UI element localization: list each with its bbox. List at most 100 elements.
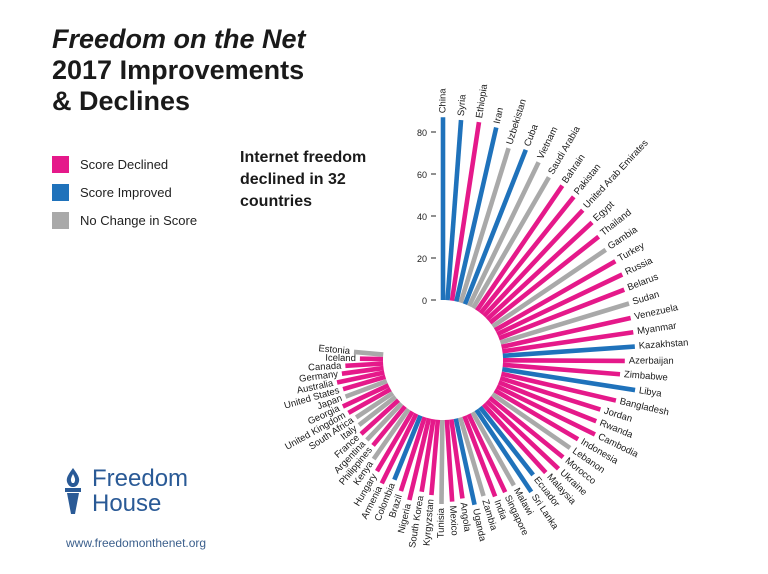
legend-swatch-improved: [52, 183, 69, 201]
bar-south-africa: [354, 391, 395, 420]
country-label: Myanmar: [636, 321, 677, 338]
country-label: Angola: [458, 502, 473, 534]
bar-singapore: [466, 413, 508, 494]
country-label: Libya: [638, 385, 663, 399]
country-label: Azerbaijan: [629, 355, 674, 366]
bar-colombia: [392, 414, 423, 481]
bar-thailand: [488, 234, 601, 325]
legend-label-declined: Score Declined: [80, 156, 169, 172]
country-label: Mexico: [447, 505, 460, 536]
bar-indonesia: [493, 388, 580, 442]
bar-morocco: [488, 395, 565, 460]
axis-tick-label: 40: [417, 212, 427, 222]
legend-swatch-no-change: [52, 211, 69, 229]
bar-venezuela: [501, 315, 632, 350]
bar-armenia: [379, 412, 419, 485]
bar-cambodia: [495, 384, 596, 437]
bar-jordan: [499, 375, 602, 412]
bar-tunisia: [439, 419, 445, 505]
country-label: Germany: [298, 369, 338, 385]
bar-kyrgyzstan: [429, 419, 441, 496]
bar-united-arab-emirates: [482, 208, 585, 318]
bar-italy: [357, 394, 398, 427]
bar-nigeria: [407, 417, 432, 501]
bar-uzbekistan: [458, 147, 511, 304]
country-label: Syria: [456, 93, 469, 116]
legend-item-declined: Score Declined: [52, 150, 197, 178]
bar-germany: [341, 365, 384, 376]
freedom-house-logo: Freedom House: [60, 466, 188, 516]
bar-turkey: [493, 259, 617, 333]
bar-bangladesh: [500, 371, 617, 403]
legend-item-no-change: No Change in Score: [52, 206, 197, 234]
legend-label-improved: Score Improved: [80, 184, 172, 200]
bar-saudi-arabia: [471, 176, 551, 310]
country-label: Tunisia: [436, 507, 447, 538]
bar-kenya: [371, 407, 411, 461]
title-line-2: 2017 Improvements: [52, 55, 305, 85]
bar-egypt: [485, 220, 594, 322]
bar-myanmar: [502, 329, 634, 354]
bar-libya: [501, 367, 636, 393]
bar-india: [462, 415, 498, 498]
brand-line-2: House: [92, 490, 162, 517]
axis-tick-label: 80: [417, 128, 427, 138]
bar-kazakhstan: [502, 344, 635, 359]
bar-lebanon: [491, 392, 572, 450]
bar-hungary: [375, 410, 415, 473]
country-label: Canada: [308, 361, 343, 374]
legend-label-no-change: No Change in Score: [80, 212, 198, 228]
bar-united-states: [342, 374, 387, 392]
country-label: Estonia: [318, 343, 351, 357]
title-line-1: Freedom on the Net: [52, 24, 306, 54]
chart-title: Freedom on the Net 2017 Improvements & D…: [52, 24, 382, 117]
country-label: China: [438, 88, 449, 114]
bar-syria: [445, 119, 464, 301]
torch-icon: [65, 468, 81, 514]
bar-france: [359, 398, 401, 436]
bar-japan: [344, 378, 388, 399]
bar-sudan: [499, 301, 630, 345]
bar-ethiopia: [449, 121, 482, 302]
bar-iran: [454, 127, 499, 303]
brand-name: Freedom House: [92, 466, 188, 516]
headline: Internet freedom declined in 32 countrie…: [240, 149, 367, 210]
bar-bahrain: [475, 184, 565, 312]
axis-tick-label: 60: [417, 170, 427, 180]
bar-philippines: [371, 404, 407, 447]
bar-mexico: [444, 419, 455, 502]
bar-georgia: [341, 383, 390, 409]
country-label: Cuba: [522, 122, 541, 148]
country-label: Ethiopia: [474, 83, 490, 119]
bar-australia: [336, 370, 385, 385]
bar-angola: [449, 419, 465, 499]
bar-canada: [345, 361, 384, 369]
bar-cuba: [462, 148, 528, 306]
bar-pakistan: [478, 195, 576, 315]
bar-azerbaijan: [502, 358, 625, 364]
country-label: Zimbabwe: [624, 369, 669, 383]
bar-malaysia: [481, 402, 548, 475]
bar-belarus: [498, 287, 626, 341]
legend-swatch-declined: [52, 155, 69, 173]
country-label: Iceland: [325, 353, 356, 364]
bar-estonia: [353, 349, 384, 357]
brand-line-1: Freedom: [92, 465, 189, 492]
bar-ukraine: [485, 399, 561, 471]
country-label: Kazakhstan: [638, 337, 688, 351]
bar-malawi: [470, 411, 516, 487]
bar-rwanda: [497, 380, 598, 424]
bar-uganda: [453, 418, 477, 506]
axis-tick-label: 0: [422, 296, 427, 306]
bar-gambia: [491, 247, 608, 329]
bar-ecuador: [478, 405, 535, 477]
title-line-3: & Declines: [52, 86, 191, 116]
bar-zambia: [457, 416, 486, 497]
axis-tick-label: 20: [417, 254, 427, 264]
bar-vietnam: [467, 161, 541, 307]
bar-united-kingdom: [347, 387, 392, 415]
website-link[interactable]: www.freedomonthenet.org: [66, 536, 207, 550]
bar-south-korea: [419, 418, 436, 493]
bar-argentina: [365, 401, 404, 442]
